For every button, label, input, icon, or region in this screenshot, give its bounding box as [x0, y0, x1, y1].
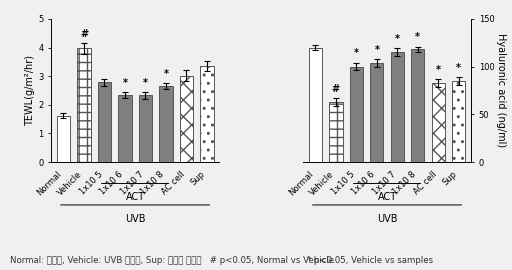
Bar — [118, 95, 132, 162]
Text: UVB: UVB — [125, 214, 145, 224]
Y-axis label: TEWL(g/m²/hr): TEWL(g/m²/hr) — [26, 55, 35, 126]
Bar — [309, 48, 322, 162]
Text: *: * — [395, 34, 400, 44]
Text: ACT: ACT — [125, 192, 145, 202]
Bar — [139, 95, 152, 162]
Text: UVB: UVB — [377, 214, 397, 224]
Bar — [411, 49, 424, 162]
Y-axis label: Hyaluronic acid (ng/ml): Hyaluronic acid (ng/ml) — [496, 33, 505, 147]
Bar — [391, 52, 404, 162]
Text: * p<0.05, Vehicle vs samples: * p<0.05, Vehicle vs samples — [307, 256, 433, 265]
Text: *: * — [354, 49, 359, 59]
Bar — [200, 66, 214, 162]
Text: *: * — [122, 78, 127, 88]
Text: #: # — [332, 84, 340, 94]
Text: *: * — [374, 45, 379, 55]
Text: Normal: 대조군, Vehicle: UVB 정리군, Sup: 상층액 정리군   # p<0.05, Normal vs Vehicle: Normal: 대조군, Vehicle: UVB 정리군, Sup: 상층액 … — [10, 256, 334, 265]
Bar — [452, 81, 465, 162]
Text: *: * — [143, 77, 148, 87]
Bar — [329, 102, 343, 162]
Bar — [350, 67, 363, 162]
Bar — [77, 48, 91, 162]
Text: *: * — [436, 65, 441, 75]
Text: *: * — [163, 69, 168, 79]
Bar — [370, 63, 383, 162]
Text: ACT: ACT — [377, 192, 397, 202]
Text: #: # — [80, 29, 88, 39]
Bar — [159, 86, 173, 162]
Text: *: * — [456, 63, 461, 73]
Bar — [180, 76, 193, 162]
Bar — [57, 116, 70, 162]
Bar — [98, 82, 111, 162]
Text: *: * — [415, 32, 420, 42]
Bar — [432, 83, 445, 162]
